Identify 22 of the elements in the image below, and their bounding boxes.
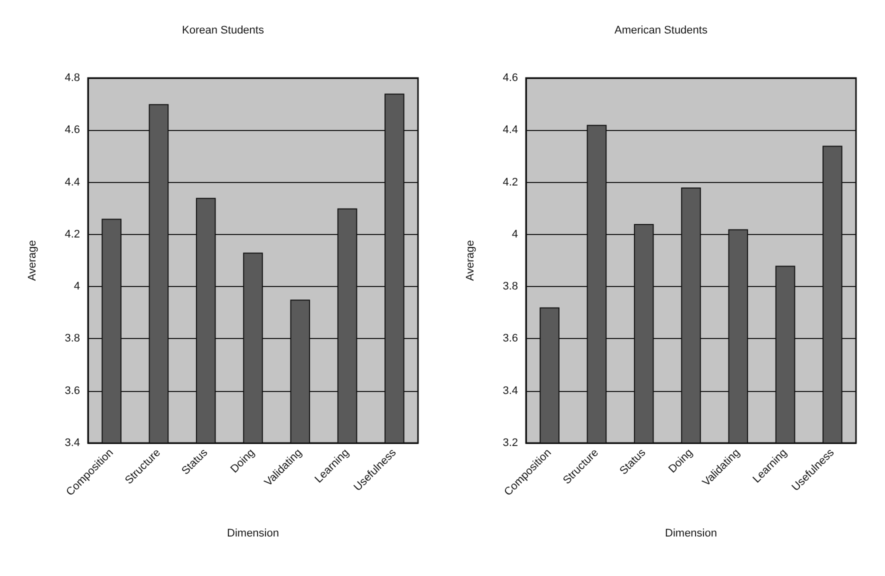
y-tick-label: 3.2 <box>502 437 518 449</box>
y-tick-label: 3.4 <box>502 384 518 397</box>
y-tick-label: 3.6 <box>502 332 518 345</box>
y-axis-title: Average <box>26 240 38 281</box>
y-tick-label: 4.4 <box>502 124 518 136</box>
y-tick-label: 4.2 <box>502 176 518 188</box>
x-axis-title: Dimension <box>665 528 717 540</box>
y-tick-label: 3.8 <box>64 332 80 345</box>
x-axis-title: Dimension <box>227 528 279 540</box>
y-tick-label: 4.2 <box>64 228 80 240</box>
y-tick-label: 3.4 <box>64 437 80 449</box>
y-tick-label: 4.8 <box>64 72 80 84</box>
y-tick-label: 4 <box>512 228 518 240</box>
y-tick-label: 4.4 <box>64 176 80 188</box>
y-tick-label: 3.8 <box>502 280 518 293</box>
chart-title: American Students <box>614 24 708 36</box>
y-tick-label: 4.6 <box>502 72 518 84</box>
y-tick-label: 3.6 <box>64 384 80 397</box>
y-tick-label: 4.6 <box>64 124 80 136</box>
chart-title: Korean Students <box>182 24 264 36</box>
y-tick-label: 4 <box>74 280 80 293</box>
y-axis-title: Average <box>464 240 476 281</box>
